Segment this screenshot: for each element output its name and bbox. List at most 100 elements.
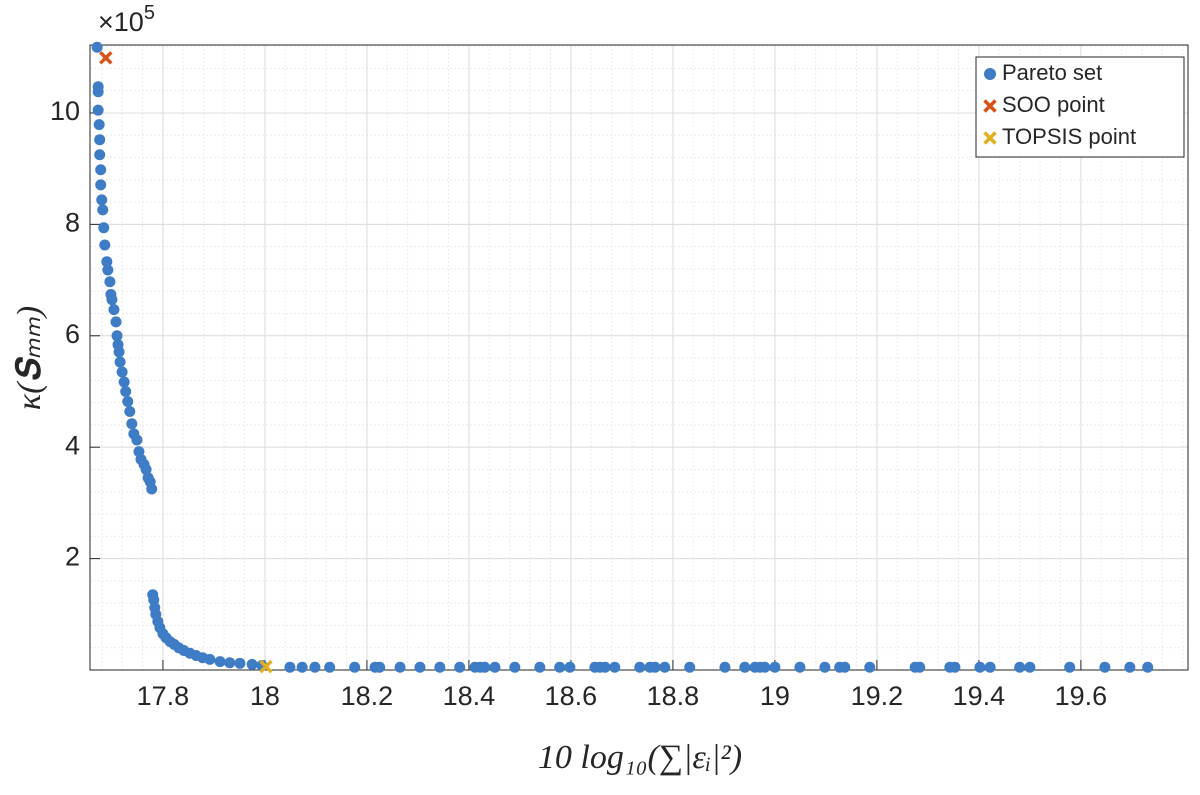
point <box>914 661 926 673</box>
point <box>984 68 996 80</box>
point <box>94 134 106 146</box>
point <box>120 385 132 397</box>
point <box>554 661 566 673</box>
point <box>984 661 996 673</box>
point <box>489 661 501 673</box>
point <box>819 661 831 673</box>
point <box>1024 661 1036 673</box>
y-axis-label: κ(𝐒ₘₘ) <box>11 306 48 411</box>
point <box>309 661 321 673</box>
point <box>609 661 621 673</box>
point <box>131 434 143 446</box>
y-tick-label: 4 <box>65 430 80 460</box>
x-tick-label: 19.4 <box>953 681 1006 711</box>
point <box>99 239 111 251</box>
point <box>434 661 446 673</box>
point <box>479 661 491 673</box>
point <box>769 661 781 673</box>
point <box>91 41 103 53</box>
point <box>95 179 107 191</box>
x-tick-label: 17.8 <box>137 681 190 711</box>
point <box>214 656 226 668</box>
point <box>1014 661 1026 673</box>
point <box>394 661 406 673</box>
y-tick-label: 10 <box>50 96 80 126</box>
x-marker <box>983 131 997 145</box>
point <box>599 661 611 673</box>
legend-box <box>975 56 1185 158</box>
point <box>126 418 138 430</box>
point <box>509 661 521 673</box>
x-tick-label: 18.2 <box>341 681 394 711</box>
point <box>98 222 110 234</box>
point <box>739 661 751 673</box>
point <box>101 256 113 268</box>
point <box>564 661 576 673</box>
point <box>534 661 546 673</box>
point <box>839 661 851 673</box>
point <box>284 661 296 673</box>
x-marker <box>99 51 113 65</box>
x-tick-label: 18.6 <box>545 681 598 711</box>
point <box>106 294 118 306</box>
point <box>92 104 104 116</box>
point <box>454 661 466 673</box>
point <box>246 658 258 670</box>
point <box>1064 661 1076 673</box>
point <box>110 316 122 328</box>
point <box>349 661 361 673</box>
point <box>974 661 986 673</box>
legend-label: SOO point <box>1002 92 1105 117</box>
x-tick-label: 19.6 <box>1055 681 1108 711</box>
y-multiplier-exponent: 5 <box>144 2 155 24</box>
point <box>794 661 806 673</box>
point <box>96 194 108 206</box>
point <box>116 366 128 378</box>
point <box>374 661 386 673</box>
x-marker <box>983 99 997 113</box>
point <box>296 661 308 673</box>
legend-label: TOPSIS point <box>1002 124 1136 149</box>
y-tick-label: 6 <box>65 319 80 349</box>
point <box>414 661 426 673</box>
x-stroke <box>983 99 997 113</box>
point <box>94 149 106 161</box>
x-marker <box>259 659 273 674</box>
y-multiplier: ×105 <box>98 2 155 37</box>
x-tick-label: 18.8 <box>647 681 700 711</box>
point <box>92 86 104 98</box>
point <box>1099 661 1111 673</box>
x-tick-label: 19.2 <box>851 681 904 711</box>
point <box>684 661 696 673</box>
point <box>118 376 130 388</box>
point <box>634 661 646 673</box>
x-tick-label: 18 <box>250 681 280 711</box>
y-tick-label: 2 <box>65 542 80 572</box>
x-tick-label: 19 <box>760 681 790 711</box>
x-stroke <box>983 131 997 145</box>
point <box>234 657 246 669</box>
point <box>124 406 136 418</box>
legend-label: Pareto set <box>1002 60 1102 85</box>
point <box>324 661 336 673</box>
point <box>113 346 125 358</box>
point <box>108 304 120 316</box>
point <box>649 661 661 673</box>
x-axis-label: 10 log₁₀(∑|εᵢ|²) <box>538 739 742 776</box>
point <box>97 204 109 216</box>
point <box>95 164 107 176</box>
point <box>719 661 731 673</box>
y-multiplier-base: ×10 <box>98 7 144 37</box>
point <box>111 330 123 342</box>
x-stroke <box>259 659 273 674</box>
point <box>864 661 876 673</box>
point <box>204 653 216 665</box>
point <box>114 356 126 368</box>
point <box>949 661 961 673</box>
point <box>93 119 105 131</box>
point <box>140 463 152 475</box>
point <box>1142 661 1154 673</box>
point <box>104 276 116 288</box>
point <box>224 657 236 669</box>
